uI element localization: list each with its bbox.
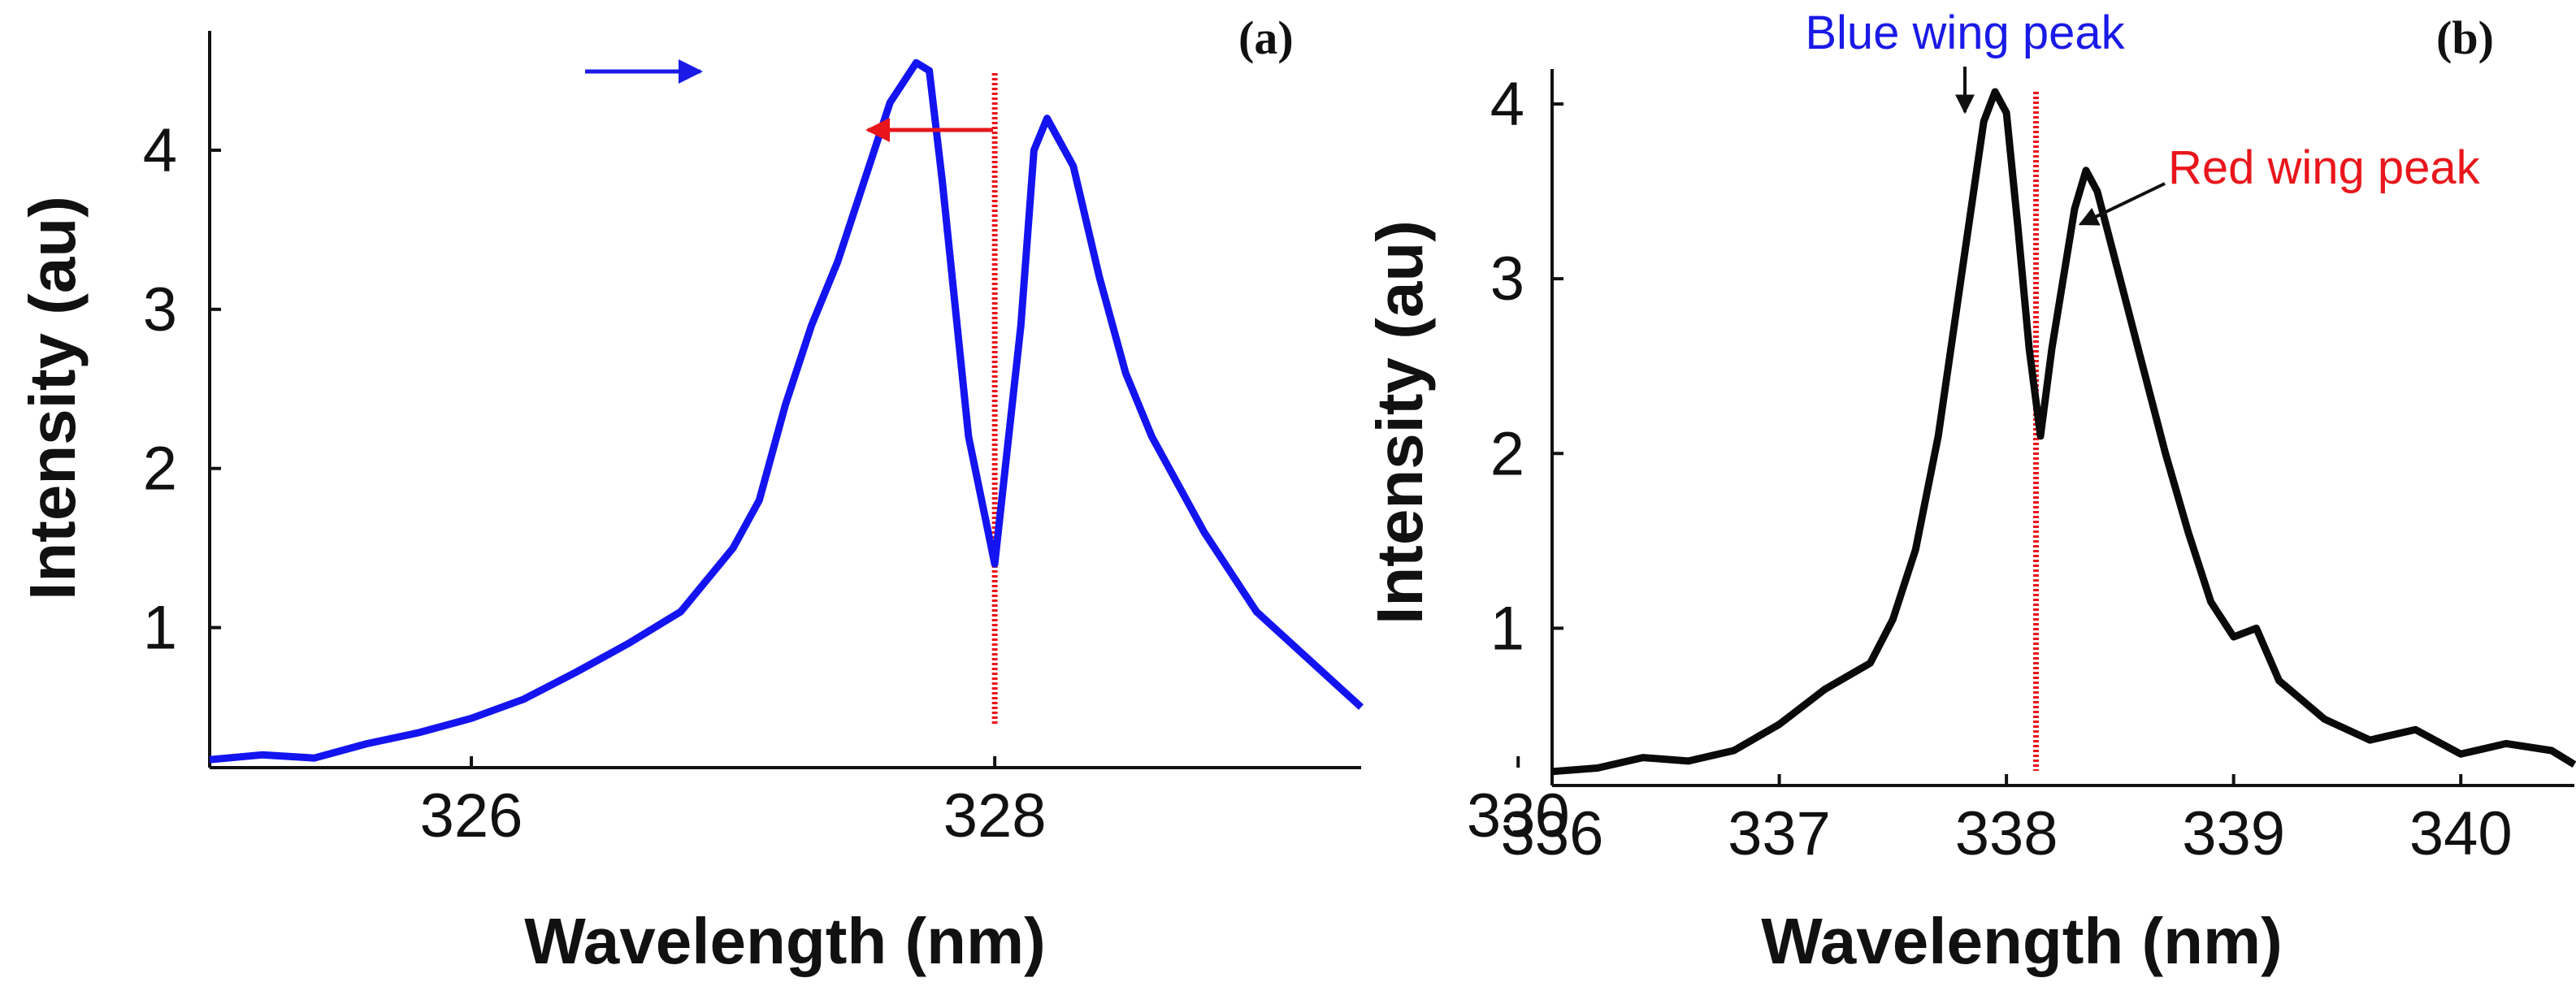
panel-a-x-ticks: 326 328 330 — [420, 756, 1570, 850]
y-tick-label: 2 — [1490, 419, 1524, 488]
panel-a-y-ticks: 1 2 3 4 — [143, 116, 221, 663]
panel-b-series-line — [1551, 88, 2576, 776]
y-tick-label: 4 — [1490, 70, 1524, 139]
blue-wing-peak-label: Blue wing peak — [1805, 6, 2125, 59]
x-tick-label: 339 — [2182, 799, 2285, 868]
panel-a-y-axis-title: Intensity (au) — [16, 196, 89, 600]
red-wing-peak-arrow — [2078, 182, 2166, 226]
panel-a-x-axis-title: Wavelength (nm) — [524, 905, 1045, 977]
x-tick-label: 340 — [2409, 799, 2513, 868]
x-tick-label: 337 — [1728, 799, 1831, 868]
x-tick-label: 336 — [1501, 799, 1604, 868]
x-tick-label: 326 — [420, 781, 523, 850]
y-tick-label: 3 — [1490, 245, 1524, 314]
panel-b-y-axis-title: Intensity (au) — [1364, 220, 1436, 625]
y-tick-label: 1 — [143, 594, 177, 663]
y-tick-label: 2 — [143, 435, 177, 504]
panel-b-y-ticks: 1 2 3 4 — [1490, 70, 1563, 663]
panel-b-label: (b) — [2436, 11, 2494, 64]
panel-a-series-line — [209, 58, 1364, 764]
x-tick-label: 338 — [1955, 799, 2058, 868]
y-tick-label: 1 — [1490, 594, 1524, 663]
x-tick-label: 330 — [1467, 781, 1570, 850]
red-wing-peak-label: Red wing peak — [2168, 141, 2481, 194]
panel-b-x-axis-title: Wavelength (nm) — [1761, 905, 2282, 977]
panel-b-chart: 336 337 338 339 340 1 2 3 4 Blue wing peak Red … — [1364, 6, 2576, 977]
panel-a-chart: 326 328 330 1 2 3 4 (a) Wavelength (nm) Inten… — [16, 11, 1570, 977]
panel-a-label: (a) — [1238, 11, 1294, 64]
y-tick-label: 4 — [143, 116, 177, 185]
panel-b-x-ticks: 336 337 338 339 340 — [1501, 774, 2513, 868]
y-tick-label: 3 — [143, 275, 177, 344]
x-tick-label: 328 — [943, 781, 1047, 850]
